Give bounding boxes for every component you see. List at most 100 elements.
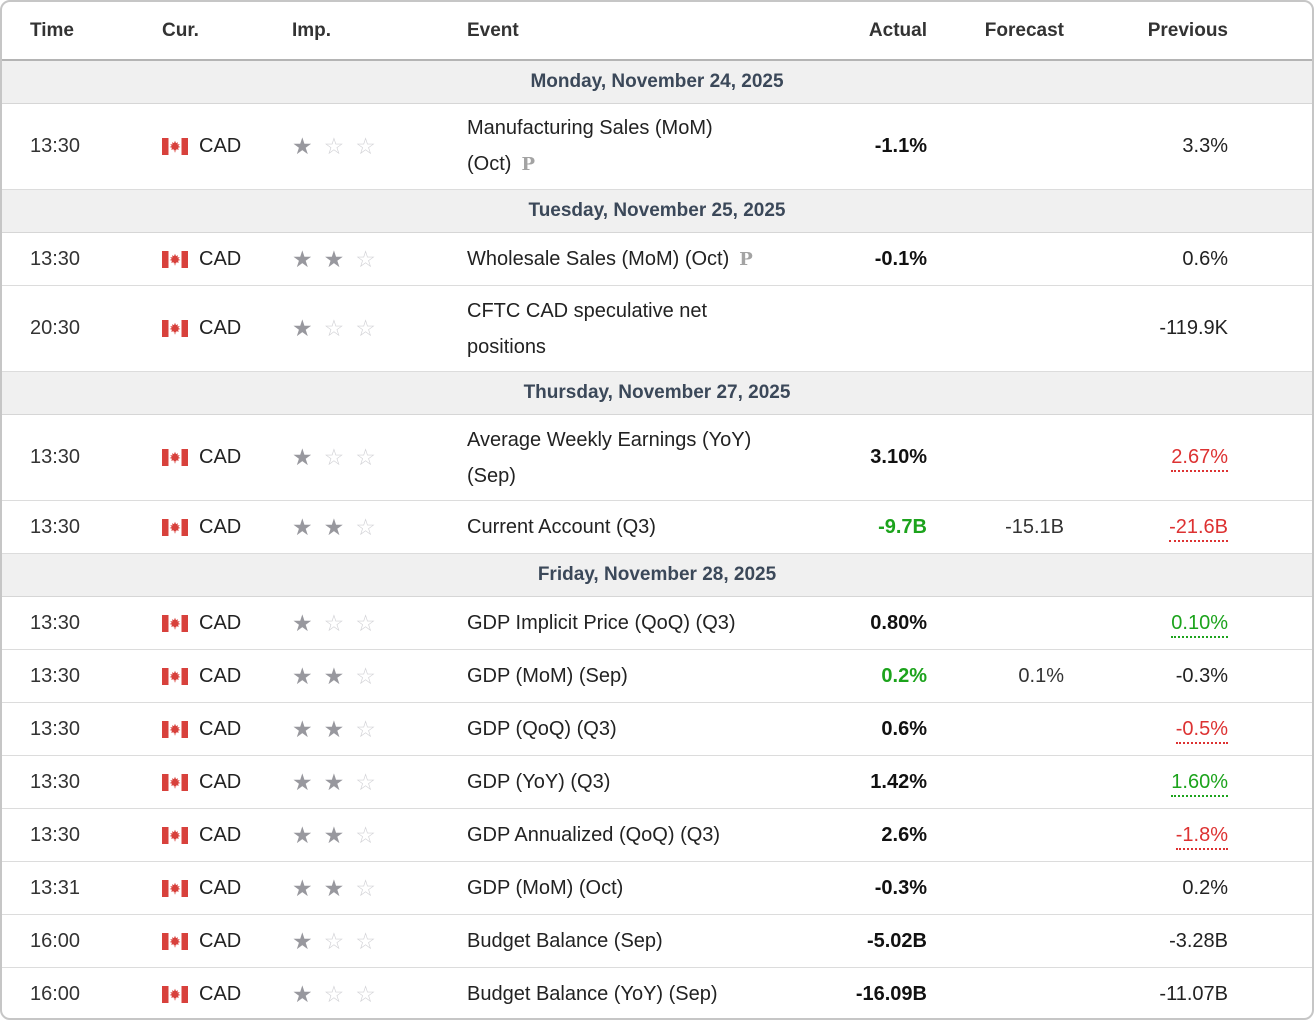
canada-flag-icon (162, 985, 188, 1003)
table-header: Time Cur. Imp. Event Actual Forecast Previous (2, 2, 1312, 61)
event-name[interactable]: GDP (MoM) (Sep) (467, 658, 832, 694)
currency-label: CAD (199, 982, 242, 1005)
star-icon: ☆ (355, 821, 376, 848)
event-row: 13:30 CAD ★ ☆ ☆ Manufacturing Sales (MoM) (Oc… (2, 104, 1312, 190)
previous-text: 0.10% (1171, 611, 1228, 638)
event-line: GDP (MoM) (Oct) (467, 877, 624, 899)
event-name[interactable]: GDP Annualized (QoQ) (Q3) (467, 817, 832, 853)
event-name[interactable]: GDP Implicit Price (QoQ) (Q3) (467, 605, 832, 641)
actual-value: 0.6% (881, 717, 927, 740)
event-cell: CFTC CAD speculative net positions (437, 293, 832, 365)
event-line: positions (467, 335, 546, 358)
event-name[interactable]: Wholesale Sales (MoM) (Oct) P (467, 241, 832, 278)
actual-value: -9.7B (878, 515, 927, 538)
event-line: Budget Balance (Sep) (467, 930, 663, 952)
column-header-previous: Previous (1147, 19, 1228, 41)
event-line: (Oct) P (467, 153, 535, 175)
currency-label: CAD (199, 664, 242, 687)
event-name[interactable]: GDP (QoQ) (Q3) (467, 711, 832, 747)
currency-label: CAD (199, 929, 242, 952)
actual-value: -16.09B (855, 982, 927, 1005)
previous-text: -21.6B (1169, 515, 1228, 542)
currency-label: CAD (199, 876, 242, 899)
event-name[interactable]: Budget Balance (Sep) (467, 923, 832, 959)
previous-value: 0.6% (1072, 248, 1237, 271)
event-currency: CAD (132, 248, 262, 271)
event-line: Current Account (Q3) (467, 516, 656, 538)
event-line: CFTC CAD speculative net (467, 299, 708, 322)
canada-flag-icon (162, 614, 188, 632)
column-header-imp: Imp. (292, 19, 332, 41)
importance-rating: ★ ★ ☆ (262, 876, 437, 900)
event-currency: CAD (132, 317, 262, 340)
previous-text: 1.60% (1171, 770, 1228, 797)
event-line: GDP Annualized (QoQ) (Q3) (467, 824, 721, 846)
event-name[interactable]: GDP (YoY) (Q3) (467, 764, 832, 800)
event-name[interactable]: CFTC CAD speculative net positions (467, 293, 832, 365)
event-row: 20:30 CAD ★ ☆ ☆ CFTC CAD speculative net posi… (2, 286, 1312, 372)
canada-flag-icon (162, 518, 188, 536)
star-icon: ★ (292, 980, 313, 1007)
event-row: 13:30 CAD ★ ☆ ☆ GDP Implicit Price (QoQ) (Q3… (2, 597, 1312, 650)
event-line: GDP (QoQ) (Q3) (467, 718, 617, 740)
star-icon: ☆ (323, 609, 345, 636)
event-name[interactable]: GDP (MoM) (Oct) (467, 870, 832, 906)
event-currency: CAD (132, 983, 262, 1006)
star-icon: ★ (292, 245, 313, 272)
event-cell: GDP (QoQ) (Q3) (437, 711, 832, 747)
date-separator: Friday, November 28, 2025 (2, 554, 1312, 597)
currency-label: CAD (199, 446, 242, 468)
event-currency: CAD (132, 930, 262, 953)
event-row: 13:30 CAD ★ ★ ☆ Wholesale Sales (MoM) (Oct) P… (2, 233, 1312, 286)
event-line: Manufacturing Sales (MoM) (467, 117, 713, 139)
actual-value: -0.1% (874, 247, 927, 270)
event-name[interactable]: Current Account (Q3) (467, 509, 832, 545)
star-icon: ★ (292, 662, 313, 689)
event-currency: CAD (132, 877, 262, 900)
event-cell: GDP (MoM) (Oct) (437, 870, 832, 906)
star-icon: ★ (323, 662, 345, 689)
event-cell: Average Weekly Earnings (YoY) (Sep) (437, 422, 832, 494)
star-icon: ☆ (323, 980, 345, 1007)
importance-rating: ★ ★ ☆ (262, 821, 437, 848)
previous-value: 3.3% (1072, 135, 1237, 158)
star-icon: ☆ (355, 315, 376, 341)
forecast-value: -15.1B (1005, 515, 1064, 538)
column-header-event: Event (467, 19, 519, 41)
event-name[interactable]: Manufacturing Sales (MoM) (Oct) P (467, 110, 832, 183)
previous-text: 0.2% (1182, 876, 1228, 899)
event-time: 16:00 (30, 982, 81, 1005)
previous-value: -1.8% (1072, 823, 1237, 850)
star-icon: ★ (292, 821, 313, 848)
currency-label: CAD (199, 770, 242, 793)
importance-rating: ★ ☆ ☆ (262, 980, 437, 1007)
previous-text: -0.3% (1175, 664, 1228, 687)
star-icon: ☆ (355, 980, 376, 1007)
event-currency: CAD (132, 718, 262, 741)
previous-text: 0.6% (1182, 247, 1228, 270)
canada-flag-icon (162, 826, 188, 844)
event-time: 16:00 (30, 929, 81, 952)
column-header-cur: Cur. (162, 19, 199, 41)
importance-rating: ★ ★ ☆ (262, 662, 437, 689)
star-icon: ☆ (355, 927, 376, 954)
event-line: Average Weekly Earnings (YoY) (467, 428, 752, 451)
importance-rating: ★ ☆ ☆ (262, 609, 437, 636)
canada-flag-icon (162, 720, 188, 738)
actual-value: 0.80% (870, 611, 927, 634)
star-icon: ☆ (355, 768, 376, 795)
event-time: 13:30 (30, 446, 81, 468)
event-currency: CAD (132, 665, 262, 688)
currency-label: CAD (199, 317, 242, 339)
event-name[interactable]: Average Weekly Earnings (YoY) (Sep) (467, 422, 832, 494)
event-line: Wholesale Sales (MoM) (Oct) P (467, 247, 753, 270)
previous-value: 2.67% (1072, 446, 1237, 472)
star-icon: ★ (292, 768, 313, 795)
event-time: 13:30 (30, 247, 81, 270)
star-icon: ☆ (323, 315, 345, 341)
event-line: GDP (YoY) (Q3) (467, 771, 611, 793)
event-name[interactable]: Budget Balance (YoY) (Sep) (467, 976, 832, 1012)
star-icon: ★ (323, 245, 345, 272)
event-row: 13:30 CAD ★ ★ ☆ GDP (QoQ) (Q3) 0.6% -0.5% (2, 703, 1312, 756)
